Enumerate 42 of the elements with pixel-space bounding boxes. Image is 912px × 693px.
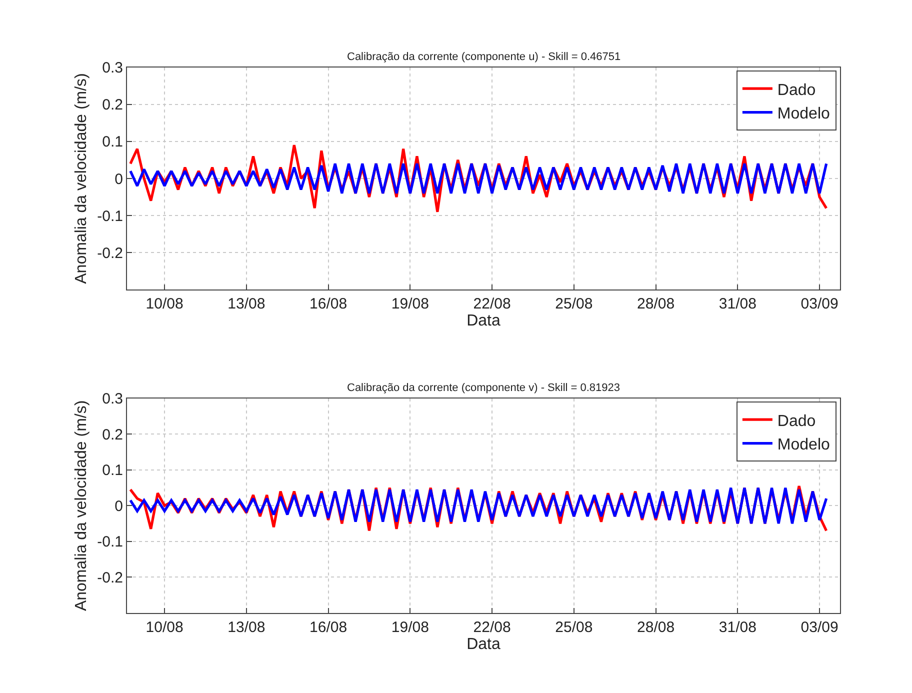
x-tick-label: 28/08 [637,618,675,636]
y-tick-label: 0.1 [102,462,123,480]
x-tick-label: 16/08 [310,296,348,313]
y-tick-label: -0.2 [97,244,123,262]
y-tick-label: 0.2 [102,426,123,444]
chart-title: Calibração da corrente (componente v) - Skill = 0.81923 [347,382,620,394]
y-tick-label: 0 [114,170,123,188]
line-series [129,486,828,525]
y-tick-label: 0.2 [102,96,123,114]
legend-label: Modelo [777,106,830,123]
x-tick-label: 28/08 [637,296,675,313]
x-tick-label: 25/08 [555,296,593,313]
x-tick-label: 31/08 [718,296,756,313]
y-tick-label: -0.1 [97,534,123,551]
line-series [129,162,828,195]
chart-title: Calibração da corrente (componente u) - Skill = 0.46751 [347,51,621,63]
x-tick-label: 16/08 [310,618,348,636]
x-tick-label: 19/08 [391,618,429,636]
y-tick-label: -0.1 [97,208,123,225]
x-tick-label: 31/08 [718,618,756,636]
y-tick-label: 0.3 [102,60,123,77]
y-tick-label: 0 [114,498,123,515]
y-tick-label: 0.3 [102,390,123,408]
x-tick-label: 22/08 [473,618,511,636]
x-tick-label: 13/08 [228,296,266,313]
y-tick-label: -0.2 [97,569,123,586]
x-tick-label: 10/08 [146,296,184,313]
legend-label: Modelo [777,436,830,454]
x-tick-label: 22/08 [473,296,511,313]
x-tick-label: 03/09 [800,296,838,313]
x-tick-label: 19/08 [391,296,429,313]
y-tick-label: 0.1 [102,134,123,151]
x-tick-label: 10/08 [146,618,184,636]
y-axis-title: Anomalia da velocidade (m/s) [73,73,90,284]
x-axis-title: Data [466,636,500,653]
legend-label: Dado [777,82,816,99]
x-tick-label: 13/08 [228,618,266,636]
legend-label: Dado [777,412,816,430]
x-axis-title: Data [466,312,500,330]
x-tick-label: 03/09 [800,618,838,636]
x-tick-label: 25/08 [555,618,593,636]
y-axis-title: Anomalia da velocidade (m/s) [73,400,90,612]
